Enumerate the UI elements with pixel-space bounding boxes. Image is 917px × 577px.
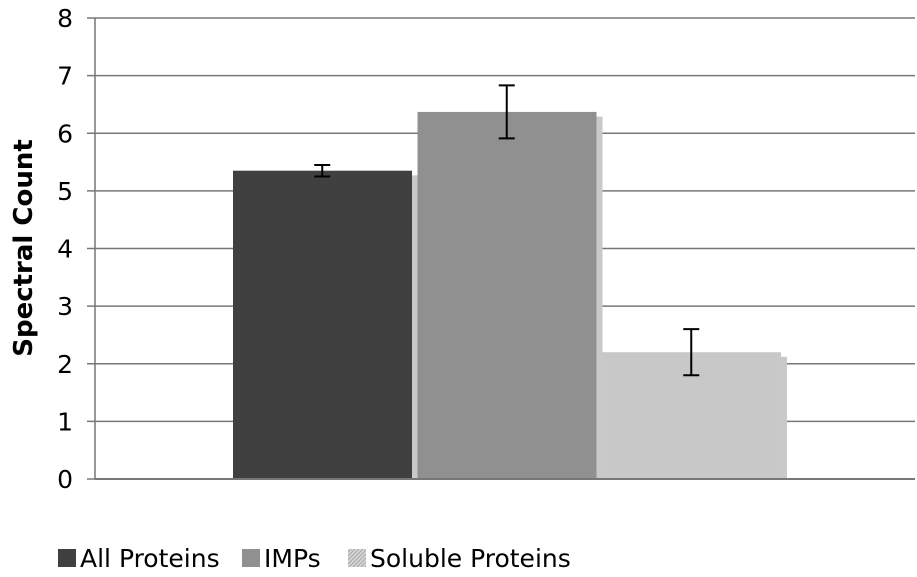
y-tick-label: 7 bbox=[57, 62, 73, 91]
bar-imps bbox=[417, 111, 597, 480]
y-tick-label: 2 bbox=[57, 350, 73, 379]
legend-swatch bbox=[348, 549, 366, 567]
y-tick-label: 4 bbox=[57, 235, 73, 264]
error-bar bbox=[683, 328, 700, 377]
legend-item: IMPs bbox=[242, 544, 321, 573]
legend-label: Soluble Proteins bbox=[370, 544, 571, 573]
legend-label: IMPs bbox=[264, 544, 321, 573]
y-tick-label: 5 bbox=[57, 177, 73, 206]
legend-item: Soluble Proteins bbox=[348, 544, 571, 573]
bars bbox=[233, 111, 787, 480]
y-tick-label: 8 bbox=[57, 4, 73, 33]
y-tick-label: 6 bbox=[57, 119, 73, 148]
y-tick-label: 1 bbox=[57, 407, 73, 436]
legend-swatch bbox=[58, 549, 76, 567]
legend-swatch bbox=[242, 549, 260, 567]
axes bbox=[94, 18, 915, 480]
bar-all-proteins bbox=[233, 170, 412, 480]
legend-label: All Proteins bbox=[80, 544, 220, 573]
y-tick-labels: 0 1 2 3 4 5 6 7 8 bbox=[57, 4, 73, 494]
y-tick-label: 0 bbox=[57, 465, 73, 494]
legend-item: All Proteins bbox=[58, 544, 220, 573]
y-axis-label: Spectral Count bbox=[9, 139, 39, 357]
error-bars bbox=[314, 84, 700, 377]
legend: All Proteins IMPs Soluble Proteins bbox=[58, 544, 571, 573]
y-tick-label: 3 bbox=[57, 292, 73, 321]
error-bar bbox=[314, 163, 331, 178]
error-bar bbox=[498, 84, 515, 140]
